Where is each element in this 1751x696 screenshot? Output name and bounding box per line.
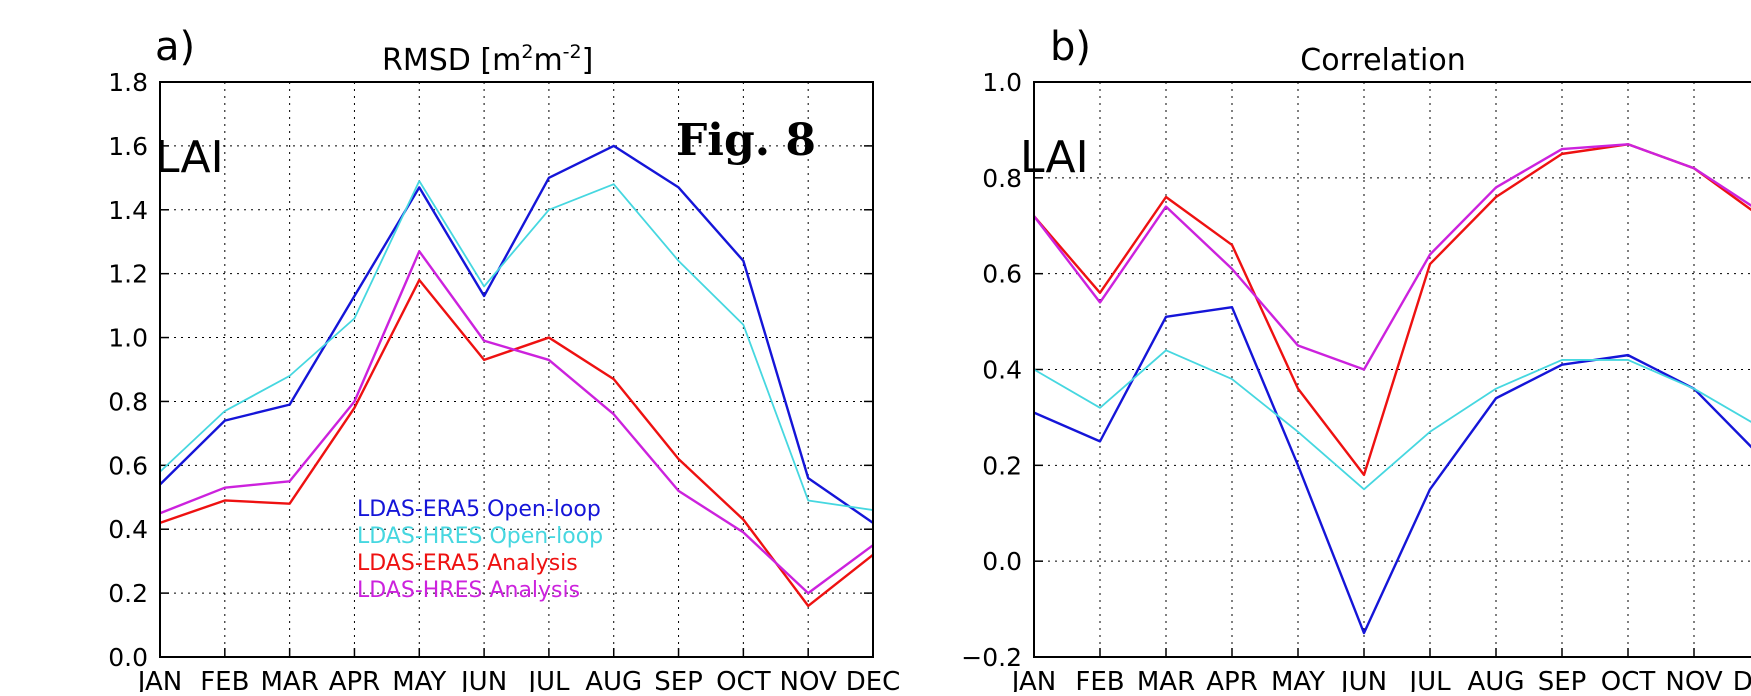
y-tick-label: 1.8 — [108, 68, 148, 97]
y-tick-label: 0.2 — [108, 579, 148, 608]
panel-a-title: RMSD [m2m-2] — [382, 41, 593, 78]
x-tick-label: FEB — [1075, 667, 1124, 692]
x-tick-label: JUN — [1339, 667, 1387, 692]
x-tick-label: JUL — [1407, 667, 1451, 692]
legend-entry: LDAS-HRES Open-loop — [357, 524, 603, 549]
x-tick-label: SEP — [654, 667, 703, 692]
legend-entry: LDAS-HRES Analysis — [357, 578, 580, 603]
x-tick-label: OCT — [1601, 667, 1656, 692]
panel-b: −0.2 0.0 0.2 0.4 0.6 0.8 1.0 JAN FEB MAR APR MAY JUN… — [961, 68, 1751, 696]
x-tick-label: MAY — [392, 667, 446, 692]
x-tick-label: AUG — [1468, 667, 1525, 692]
y-tick-label: 1.6 — [108, 132, 148, 161]
y-tick-label: 0.6 — [982, 260, 1022, 289]
x-tick-label: APR — [1206, 667, 1258, 692]
x-tick-label: JAN — [1010, 667, 1056, 692]
x-tick-label: JUL — [526, 667, 570, 692]
x-tick-label: MAR — [1137, 667, 1195, 692]
y-tick-label: 1.2 — [108, 260, 148, 289]
series-line-ldas-hres-open-loop — [1033, 349, 1751, 491]
panel-a-annotation: LAI — [155, 132, 224, 183]
panel-b-label: b) — [1050, 24, 1091, 70]
panel-b-title: Correlation — [1300, 43, 1465, 78]
y-tick-label: 1.0 — [982, 68, 1022, 97]
series-line-ldas-hres-analysis — [159, 250, 874, 595]
y-tick-label: 0.0 — [108, 643, 148, 672]
panel-a-label: a) — [155, 24, 195, 70]
x-tick-label: OCT — [716, 667, 771, 692]
x-tick-label: SEP — [1538, 667, 1587, 692]
x-tick-label: MAY — [1271, 667, 1325, 692]
y-tick-label: 0.4 — [982, 356, 1022, 385]
y-tick-label: 0.8 — [108, 387, 148, 416]
y-tick-label: 1.0 — [108, 324, 148, 353]
y-tick-label: 0.6 — [108, 451, 148, 480]
x-tick-label: JAN — [136, 667, 182, 692]
x-tick-label: APR — [329, 667, 381, 692]
y-tick-label: −0.2 — [961, 643, 1022, 672]
series-line-ldas-hres-open-loop — [159, 180, 874, 511]
plot-frame — [159, 81, 874, 658]
figure-label: Fig. 8 — [676, 115, 816, 166]
x-tick-label: AUG — [585, 667, 642, 692]
x-tick-label: JUN — [459, 667, 507, 692]
x-tick-label: MAR — [260, 667, 318, 692]
x-tick-label: NOV — [780, 667, 837, 692]
x-tick-label: NOV — [1665, 667, 1722, 692]
panel-a: 0.0 0.2 0.4 0.6 0.8 1.0 1.2 1.4 1.6 1.8 JAN FEB MAR A… — [108, 68, 901, 696]
y-tick-label: 0.2 — [982, 451, 1022, 480]
series-line-ldas-era5-analysis — [159, 278, 874, 608]
y-tick-label: 0.8 — [982, 164, 1022, 193]
legend-entry: LDAS-ERA5 Analysis — [357, 551, 578, 576]
series-line-ldas-hres-analysis — [1033, 143, 1751, 371]
panel-b-annotation: LAI — [1020, 132, 1089, 183]
y-tick-label: 1.4 — [108, 196, 148, 225]
series-line-ldas-era5-analysis — [1033, 143, 1751, 477]
x-tick-label: DEC — [846, 667, 901, 692]
x-tick-label: DEC — [1733, 667, 1751, 692]
x-tick-label: FEB — [200, 667, 249, 692]
y-tick-label: 0.0 — [982, 547, 1022, 576]
y-tick-label: 0.4 — [108, 515, 148, 544]
legend-entry: LDAS-ERA5 Open-loop — [357, 497, 601, 522]
plot-frame — [1033, 81, 1751, 658]
series-line-ldas-era5-open-loop — [159, 144, 874, 524]
series-line-ldas-era5-open-loop — [1033, 306, 1751, 635]
